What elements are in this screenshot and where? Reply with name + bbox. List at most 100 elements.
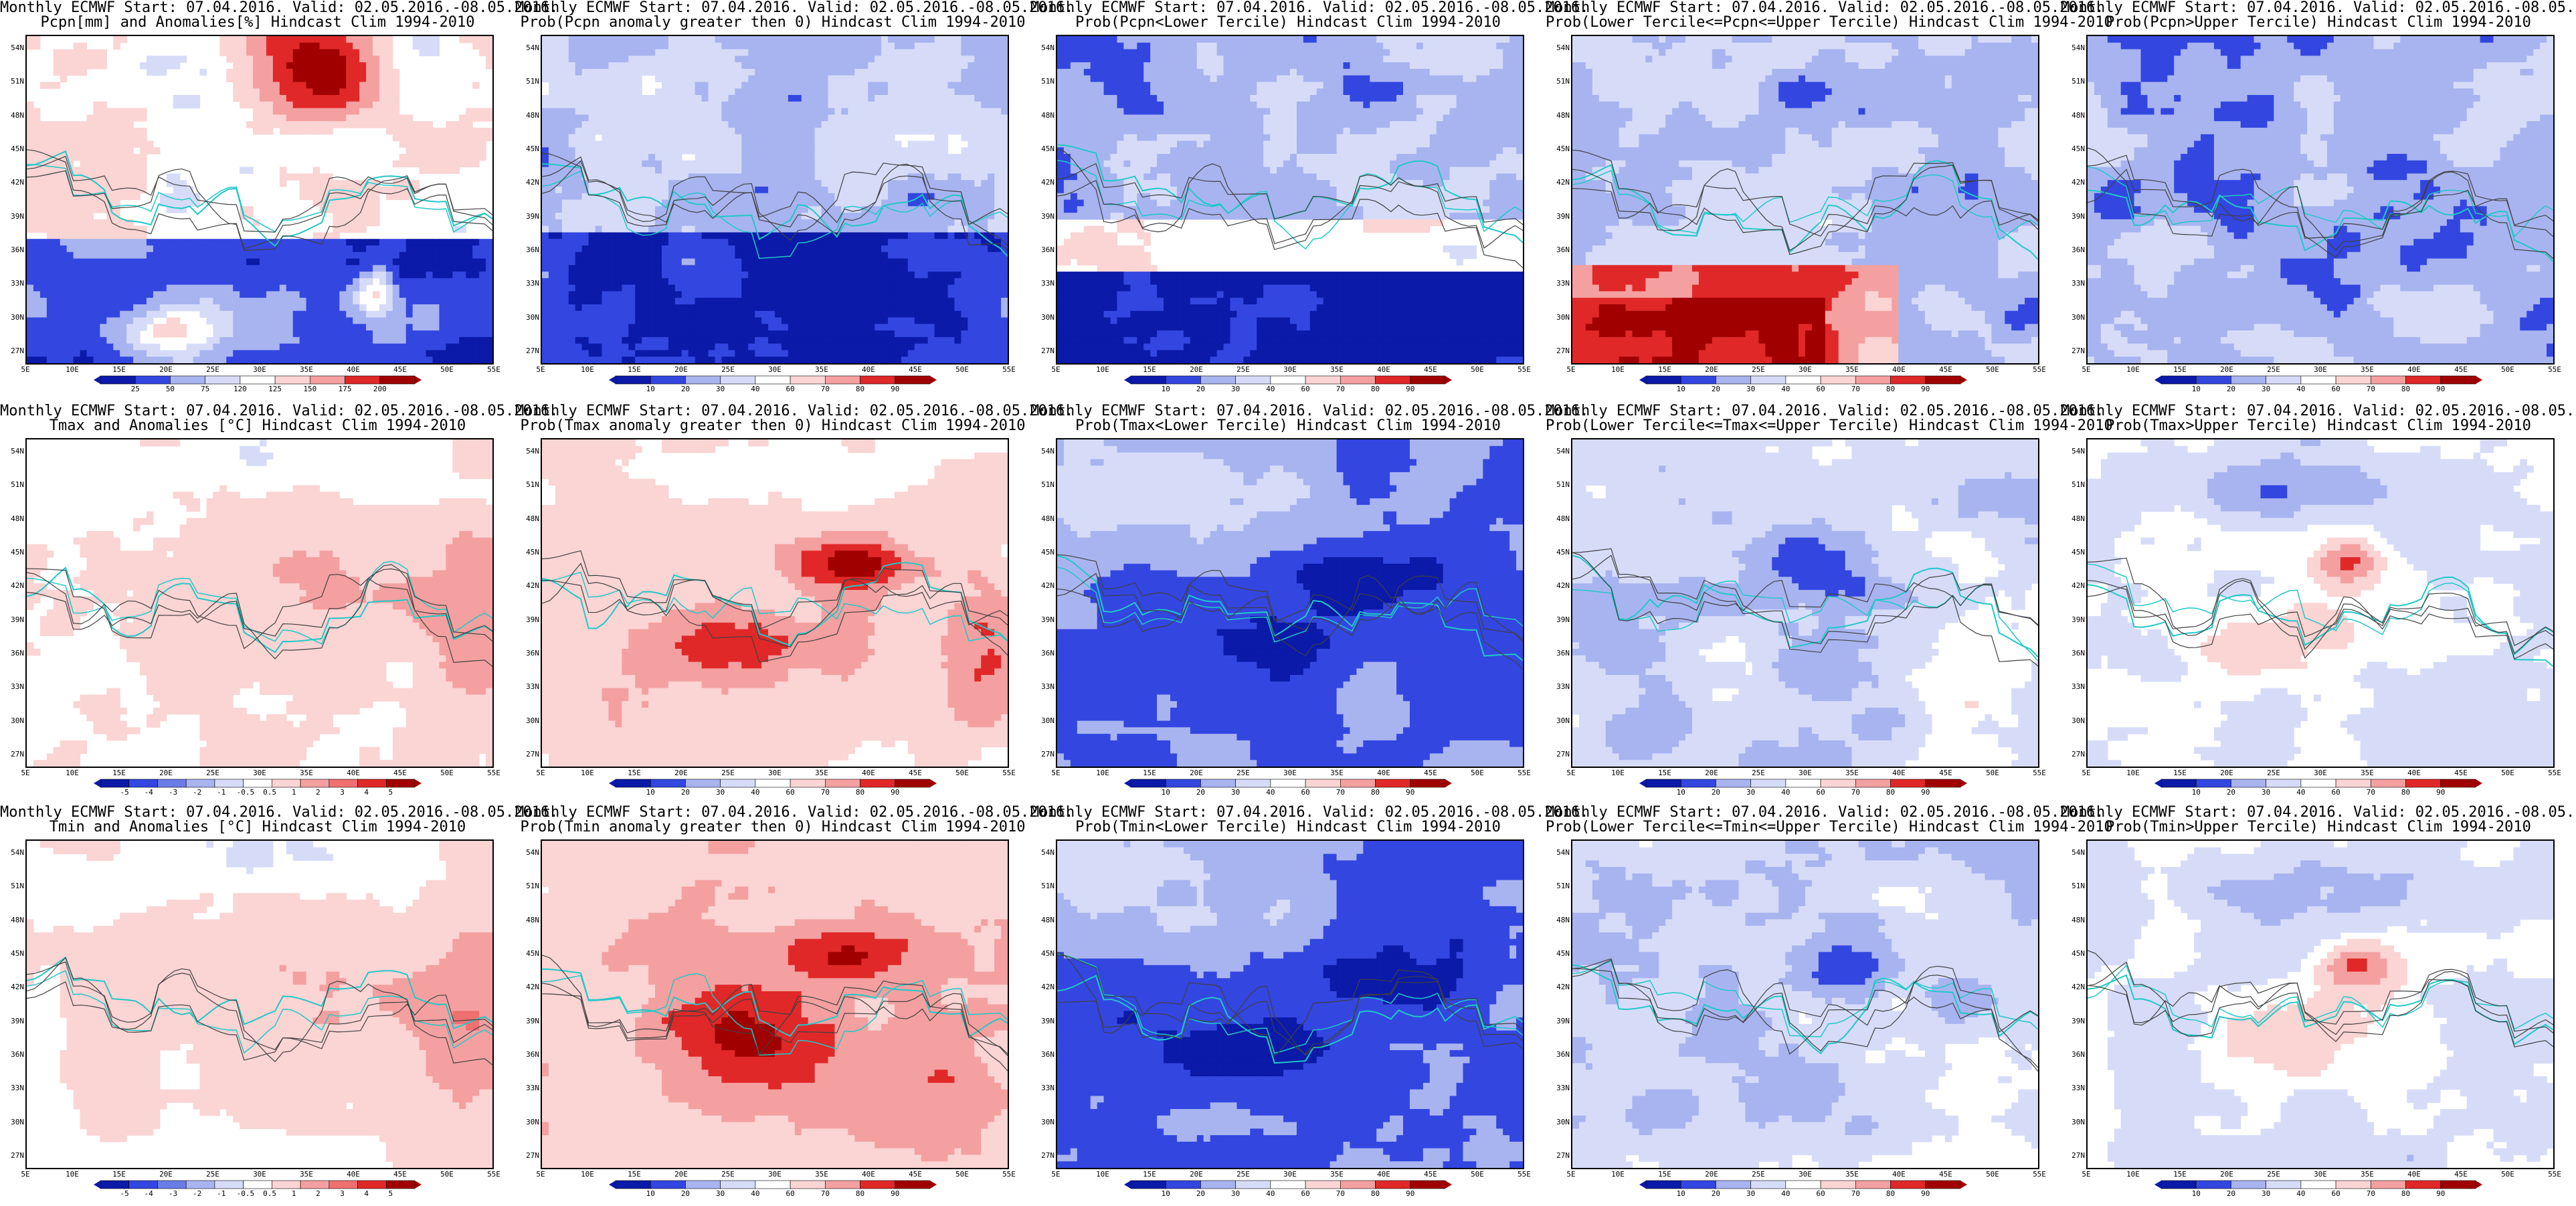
colorbar-label: 90	[2427, 1190, 2454, 1198]
colorbar-swatch	[790, 779, 826, 788]
colorbar-swatch	[2160, 375, 2197, 385]
colorbar-label: 70	[1327, 385, 1354, 393]
colorbar-swatch	[860, 1180, 896, 1189]
colorbar-label: 90	[882, 1190, 909, 1198]
lat-tick-label: 27N	[1032, 750, 1054, 759]
colorbar-swatch	[357, 779, 387, 788]
lat-tick-label: 45N	[1547, 548, 1570, 557]
lat-tick-label: 54N	[1032, 44, 1054, 52]
colorbar-label: 30	[707, 385, 734, 393]
map-area	[1571, 438, 2039, 768]
lon-tick-label: 30E	[761, 366, 788, 374]
colorbar-label: 60	[1292, 385, 1319, 393]
lon-tick-label: 15E	[106, 1171, 132, 1179]
colorbar-label: -4	[135, 1190, 162, 1198]
colorbar-label: 10	[1152, 1190, 1179, 1198]
lon-tick-label: 10E	[574, 1171, 601, 1179]
lat-tick-label: 51N	[1032, 882, 1054, 890]
lon-tick-label: 10E	[2120, 769, 2146, 777]
colorbar-swatch	[1925, 1180, 1961, 1189]
colorbar-label: 20	[672, 1190, 699, 1198]
colorbar-label: 20	[2217, 789, 2244, 797]
lat-tick-label: 36N	[1032, 246, 1054, 254]
lon-tick-label: 35E	[1323, 1171, 1350, 1179]
coastline	[27, 956, 492, 1029]
lat-tick-label: 51N	[1, 481, 24, 489]
map-panel-tmin-2: Monthly ECMWF Start: 07.04.2016. Valid: …	[515, 805, 1073, 1206]
lat-tick-label: 54N	[1032, 849, 1054, 857]
map-panel-tmin-3: Monthly ECMWF Start: 07.04.2016. Valid: …	[1030, 805, 1588, 1206]
colorbar-label: 80	[1362, 789, 1389, 797]
colorbar-swatch	[1855, 375, 1891, 385]
map-panel-tmin-5: Monthly ECMWF Start: 07.04.2016. Valid: …	[2061, 805, 2576, 1206]
colorbar-arrow-right	[930, 1181, 937, 1189]
colorbar-label: 40	[2288, 385, 2314, 393]
map-panel-tmax-3: Monthly ECMWF Start: 07.04.2016. Valid: …	[1030, 403, 1588, 805]
colorbar-swatch	[2405, 1180, 2442, 1189]
lon-tick-label: 15E	[1136, 769, 1163, 777]
lon-tick-label: 5E	[12, 366, 39, 374]
lat-tick-label: 48N	[1032, 514, 1054, 523]
lon-tick-label: 15E	[106, 769, 132, 777]
shaded-field	[1057, 36, 1523, 363]
colorbar-swatch	[1785, 1180, 1821, 1189]
colorbar-swatch	[1680, 375, 1716, 385]
contour-line	[27, 961, 492, 1050]
colorbar-label: -2	[184, 1190, 211, 1198]
lat-tick-label: 33N	[2062, 280, 2085, 288]
map-area	[2086, 438, 2555, 768]
lat-tick-label: 27N	[2062, 750, 2085, 759]
colorbar-arrow-left	[2154, 779, 2161, 787]
lon-tick-label: 25E	[1230, 366, 1257, 374]
lat-tick-label: 42N	[1547, 582, 1570, 590]
lon-tick-label: 50E	[434, 769, 460, 777]
lon-tick-label: 55E	[2541, 769, 2568, 777]
colorbar-swatch	[755, 779, 791, 788]
contour-line	[1572, 168, 2038, 252]
colorbar-swatch	[1340, 1180, 1376, 1189]
colorbar-label: 80	[847, 1190, 874, 1198]
colorbar-swatch	[860, 779, 896, 788]
colorbar-arrow-left	[1639, 376, 1646, 384]
contour-line	[542, 983, 1008, 1056]
colorbar-label: 25	[122, 385, 149, 393]
colorbar-label: 40	[742, 789, 769, 797]
lat-tick-label: 27N	[1547, 1152, 1570, 1160]
colorbar-label: 60	[777, 385, 804, 393]
lat-tick-label: 33N	[1032, 1084, 1054, 1092]
lon-tick-label: 50E	[1979, 769, 2006, 777]
colorbar-arrow-left	[1124, 376, 1131, 384]
colorbar-label: 30	[1738, 789, 1764, 797]
lat-tick-label: 30N	[1032, 716, 1054, 725]
colorbar-label: 40	[742, 1190, 769, 1198]
contour-line	[2088, 557, 2553, 659]
colorbar-swatch	[385, 779, 416, 788]
lon-tick-label: 15E	[1651, 769, 1678, 777]
colorbar-swatch	[272, 779, 301, 788]
colorbar-label: 80	[1877, 789, 1904, 797]
lat-tick-label: 51N	[517, 481, 539, 489]
lat-tick-label: 36N	[517, 1051, 539, 1059]
lat-tick-label: 54N	[2062, 849, 2085, 857]
colorbar-swatch	[2266, 375, 2302, 385]
lon-tick-label: 20E	[153, 366, 179, 374]
colorbar-label: 120	[227, 385, 254, 393]
lon-tick-label: 10E	[1089, 1171, 1116, 1179]
colorbar-label: 20	[2217, 385, 2244, 393]
lon-tick-label: 35E	[293, 1171, 320, 1179]
lon-tick-label: 45E	[387, 1171, 413, 1179]
colorbar-swatch	[650, 779, 686, 788]
colorbar-arrow-right	[2476, 376, 2482, 384]
lon-tick-label: 50E	[949, 366, 976, 374]
shading-cells	[27, 439, 492, 767]
lat-tick-label: 48N	[517, 111, 539, 120]
colorbar-swatch	[300, 779, 330, 788]
lon-tick-label: 30E	[2307, 769, 2334, 777]
lat-tick-label: 48N	[1032, 111, 1054, 120]
colorbar-arrow-right	[1960, 1181, 1967, 1189]
colorbar-swatch	[1680, 1180, 1716, 1189]
colorbar-swatch	[1680, 779, 1716, 788]
colorbar-swatch	[1130, 375, 1166, 385]
colorbar-swatch	[1716, 1180, 1751, 1189]
